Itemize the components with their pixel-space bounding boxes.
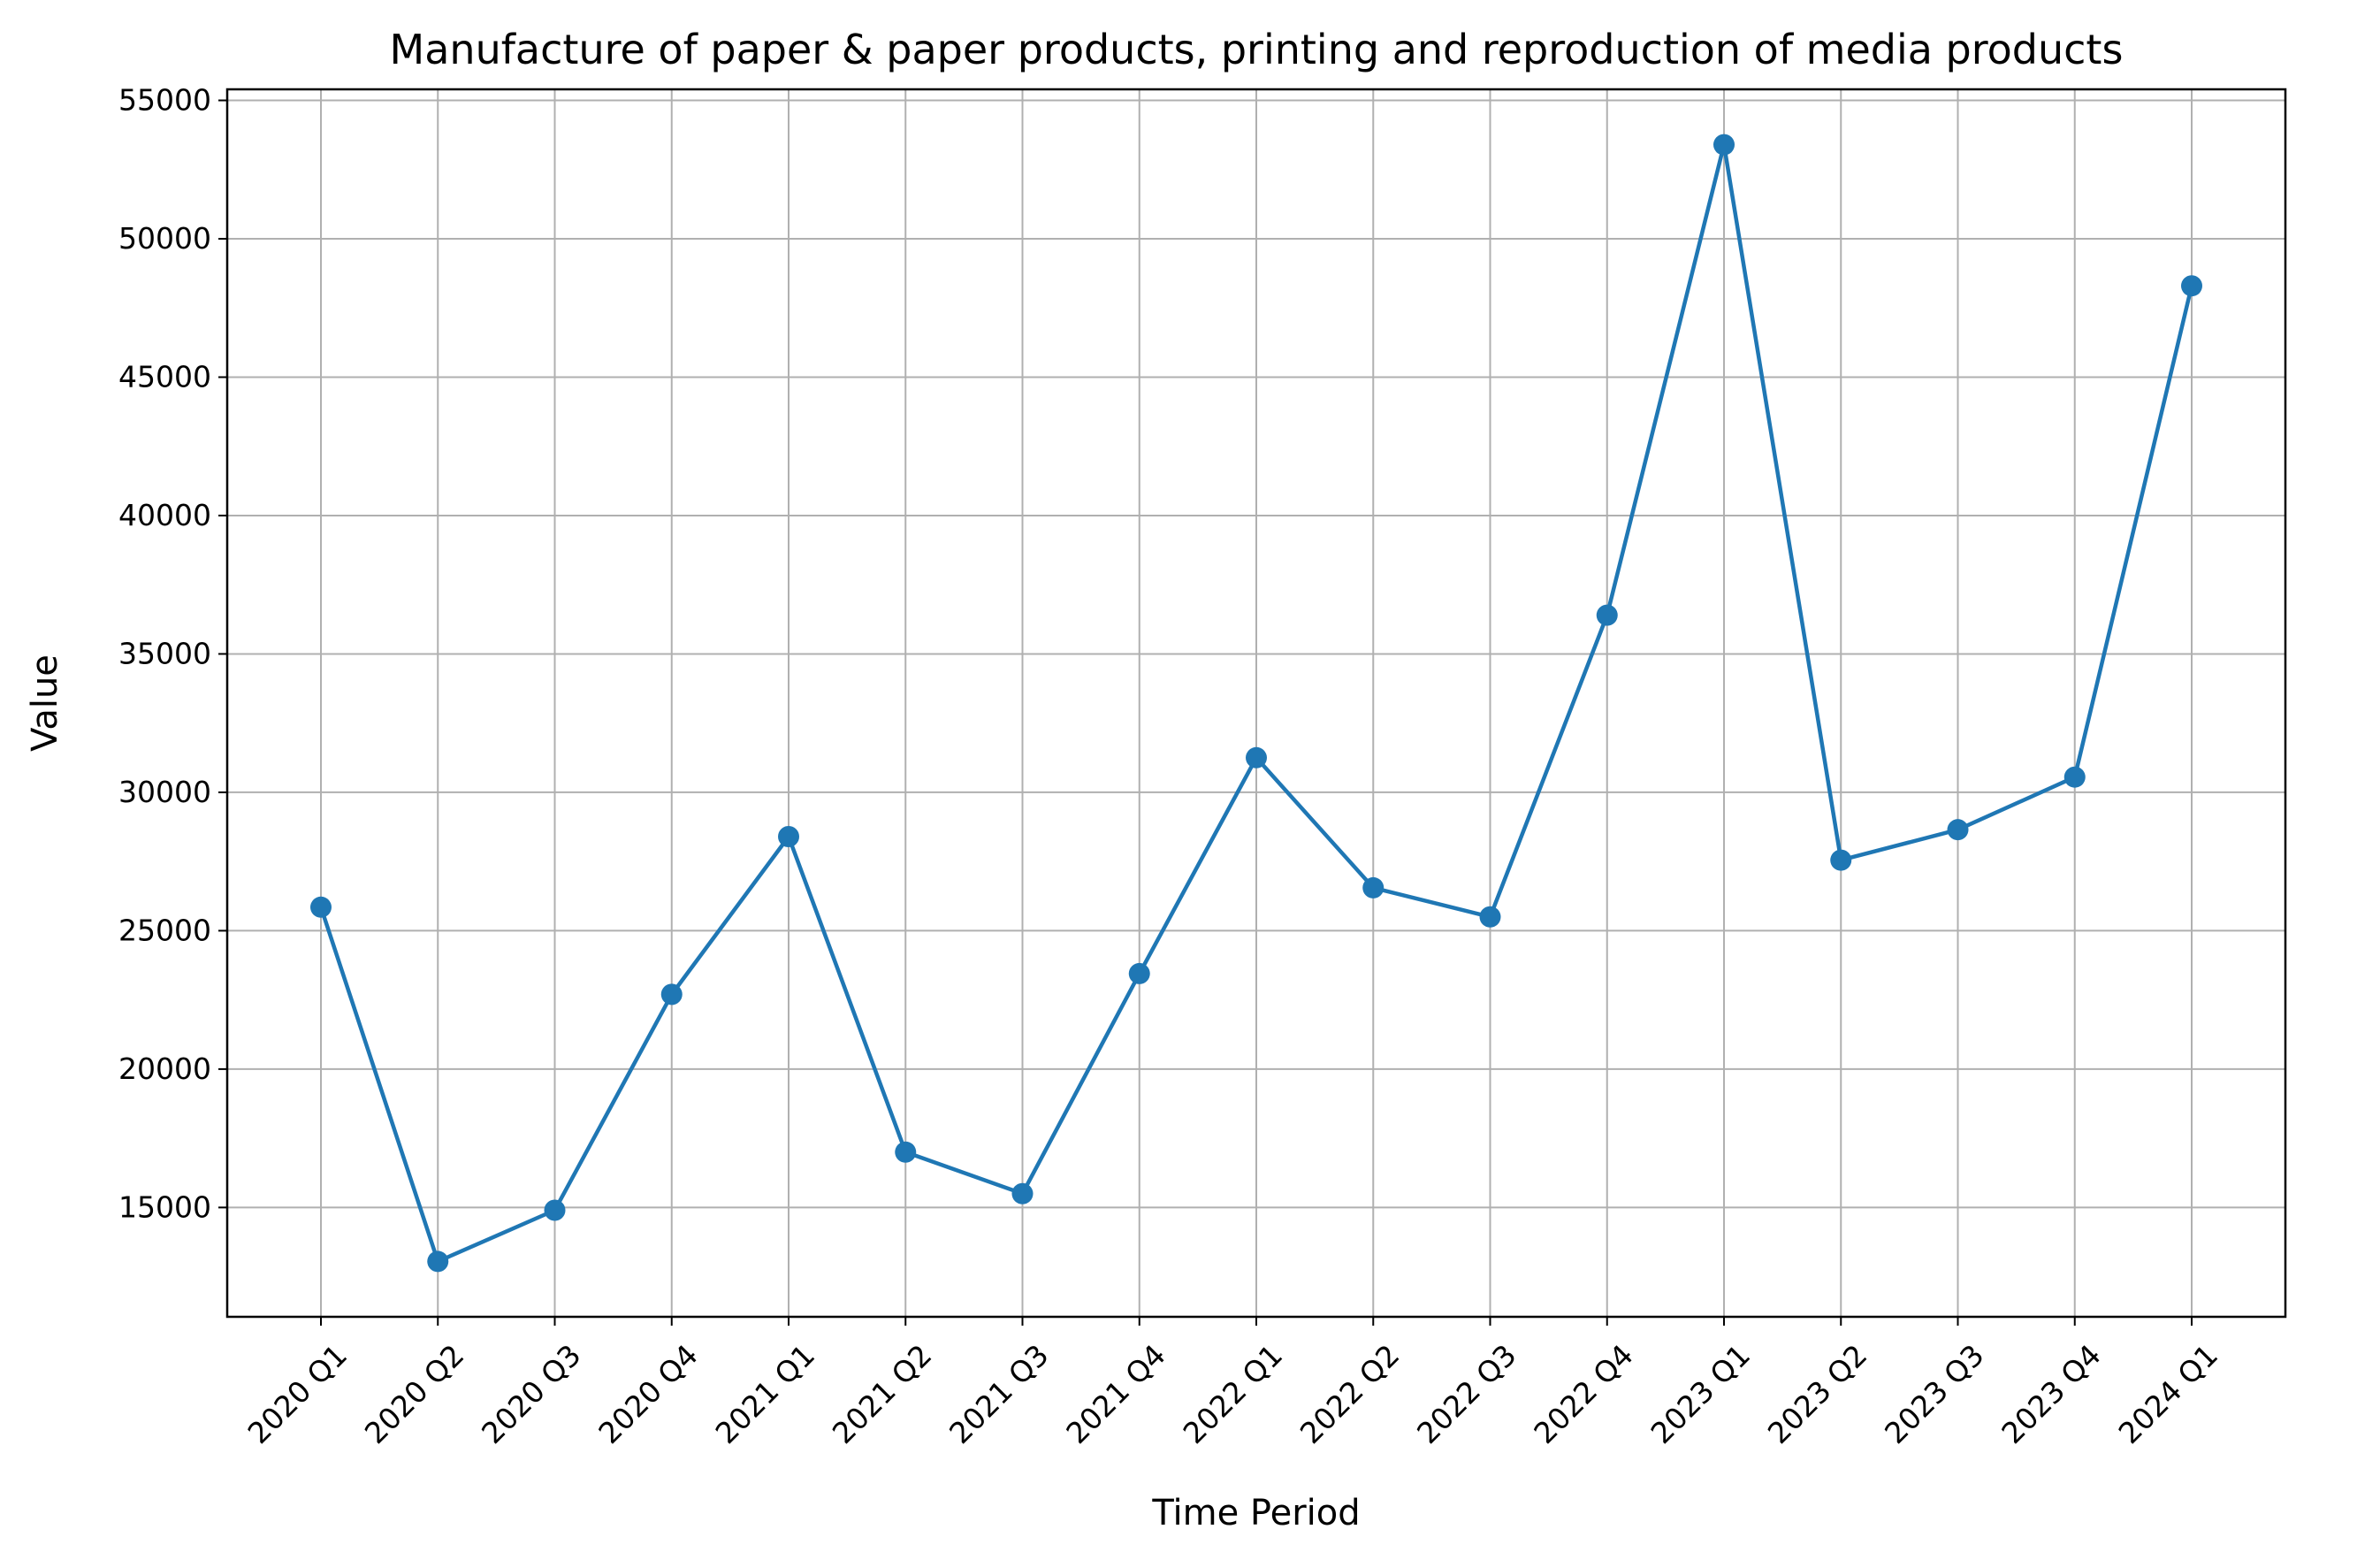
data-point: [427, 1250, 449, 1273]
data-points: [310, 134, 2202, 1273]
x-tick-label: 2023 Q3: [1878, 1338, 1991, 1451]
x-tick-label: 2022 Q2: [1293, 1338, 1407, 1451]
y-axis-label: Value: [25, 654, 65, 752]
x-axis-ticks: 2020 Q1 2020 Q2 2020 Q3 2020 Q4 2021 Q1 2021 …: [241, 1317, 2225, 1451]
y-tick-label: 25000: [118, 913, 211, 947]
data-point: [1246, 746, 1267, 769]
data-point: [1128, 962, 1150, 984]
y-tick-label: 20000: [118, 1051, 211, 1086]
data-point: [778, 826, 799, 848]
data-point: [1947, 819, 1969, 841]
x-tick-label: 2021 Q2: [826, 1338, 939, 1451]
data-point: [2063, 766, 2086, 788]
data-point: [1596, 604, 1618, 626]
x-tick-label: 2024 Q1: [2112, 1338, 2225, 1451]
data-point: [544, 1199, 566, 1221]
x-tick-label: 2020 Q1: [241, 1338, 355, 1451]
x-tick-label: 2022 Q3: [1410, 1338, 1523, 1451]
y-tick-label: 30000: [118, 775, 211, 809]
y-tick-label: 35000: [118, 636, 211, 670]
y-tick-label: 15000: [118, 1189, 211, 1224]
y-tick-label: 40000: [118, 498, 211, 532]
x-tick-label: 2023 Q4: [1995, 1338, 2108, 1451]
y-tick-label: 55000: [118, 83, 211, 118]
data-point: [1830, 849, 1852, 871]
x-tick-label: 2020 Q4: [591, 1338, 705, 1451]
data-point: [1479, 906, 1501, 928]
x-tick-label: 2020 Q3: [475, 1338, 588, 1451]
data-point: [660, 983, 683, 1006]
y-axis-ticks: 15000 20000 25000 30000 35000 40000 45000 50000…: [118, 83, 227, 1224]
chart-title: Manufacture of paper & paper products, p…: [390, 26, 2124, 73]
data-point: [1713, 134, 1735, 156]
y-tick-label: 50000: [118, 221, 211, 256]
x-tick-label: 2021 Q1: [709, 1338, 822, 1451]
data-point: [310, 896, 332, 918]
data-point: [1011, 1182, 1034, 1204]
x-tick-label: 2023 Q1: [1644, 1338, 1758, 1451]
y-tick-label: 45000: [118, 359, 211, 394]
x-tick-label: 2021 Q3: [942, 1338, 1056, 1451]
data-point: [895, 1141, 917, 1163]
x-tick-label: 2020 Q2: [358, 1338, 471, 1451]
x-tick-label: 2022 Q1: [1177, 1338, 1290, 1451]
grid: [227, 89, 2285, 1317]
x-tick-label: 2021 Q4: [1059, 1338, 1172, 1451]
x-tick-label: 2023 Q2: [1761, 1338, 1874, 1451]
x-axis-label: Time Period: [1151, 1493, 1360, 1533]
data-point: [2181, 275, 2202, 297]
x-tick-label: 2022 Q4: [1527, 1338, 1640, 1451]
data-point: [1362, 876, 1385, 899]
